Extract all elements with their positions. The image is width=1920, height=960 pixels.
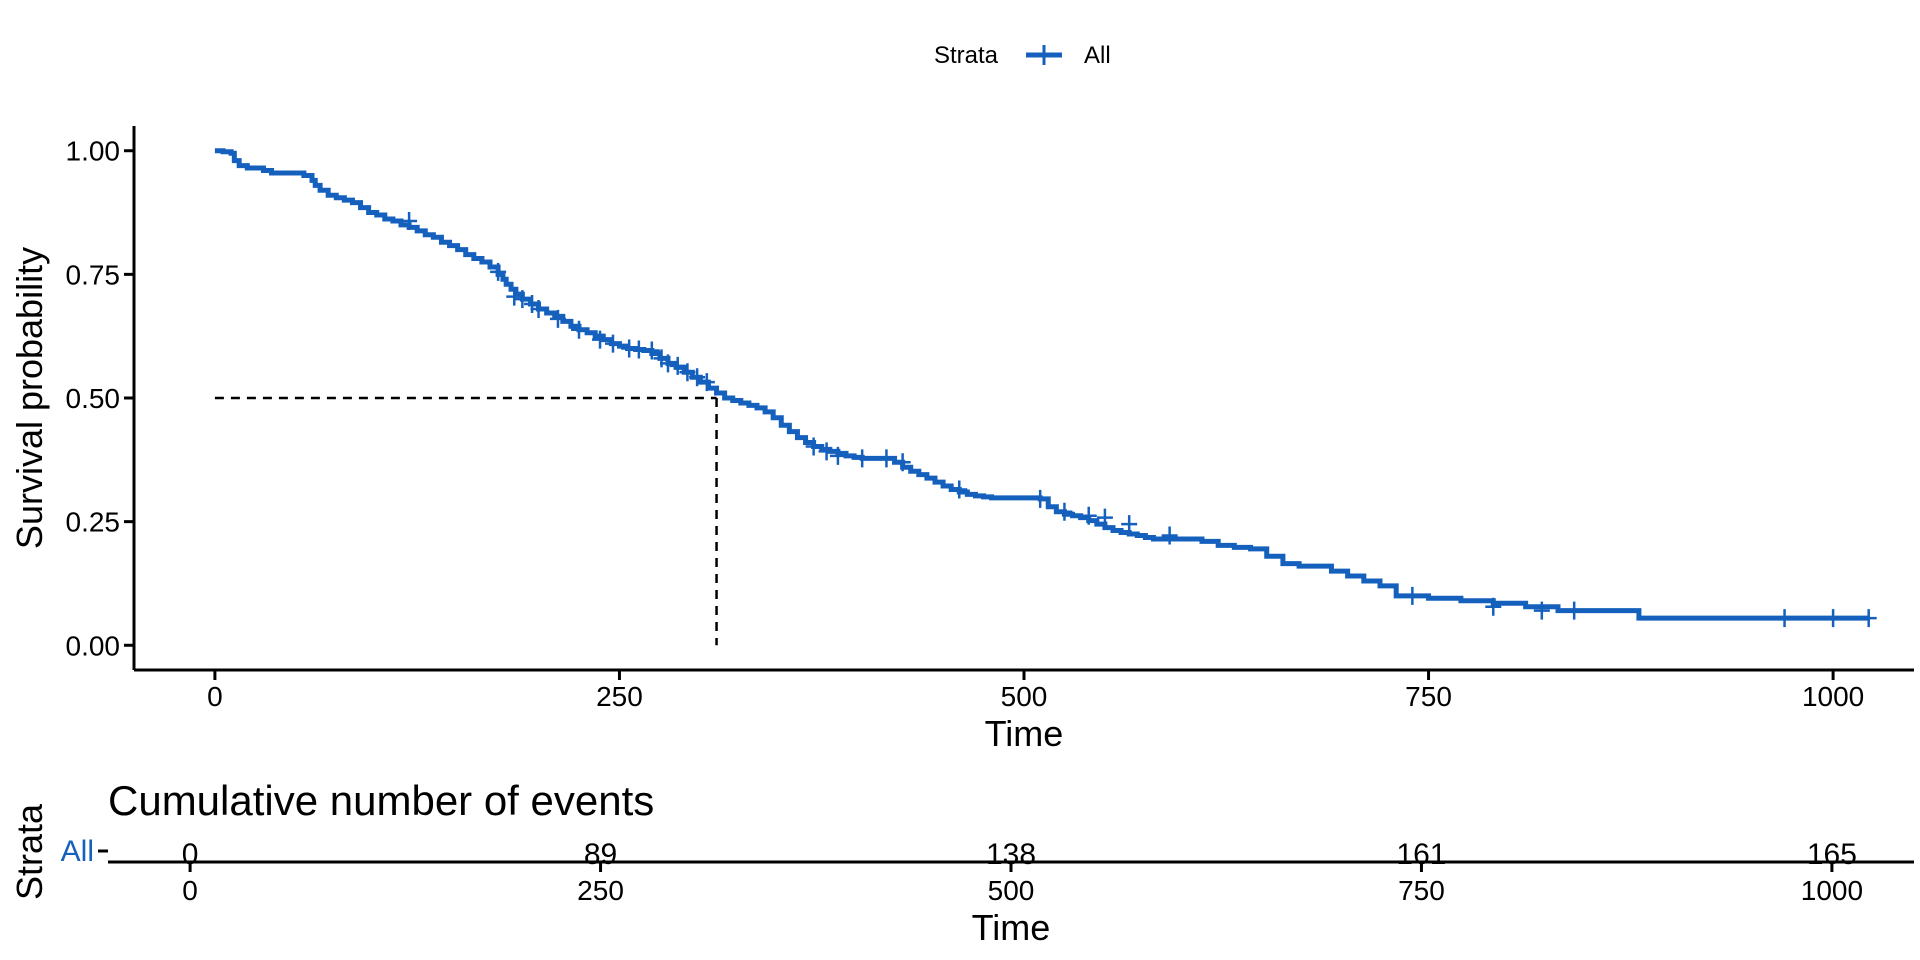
censor-mark — [604, 334, 621, 353]
censor-mark — [698, 373, 715, 392]
x-tick-label: 250 — [596, 681, 643, 712]
table-x-tick-label: 750 — [1398, 875, 1445, 906]
x-ticks: 0 250 500 750 1000 — [207, 670, 1864, 712]
censor-mark — [490, 262, 507, 281]
cumulative-events-table: Cumulative number of events Strata All 0… — [9, 777, 1914, 948]
y-tick-label: 0.50 — [66, 383, 121, 414]
censor-mark — [951, 480, 968, 499]
table-x-tick-label: 250 — [577, 875, 624, 906]
survival-curves — [214, 148, 1869, 621]
table-row-label-all: All — [61, 835, 94, 868]
table-x-tick-label: 0 — [182, 875, 198, 906]
median-survival-lines — [214, 396, 718, 646]
table-y-axis-title: Strata — [9, 803, 50, 900]
censor-mark — [643, 341, 660, 360]
censor-mark — [1404, 586, 1421, 605]
censor-mark — [679, 363, 696, 382]
censor-marks — [401, 211, 1877, 628]
censor-mark — [854, 449, 871, 468]
censor-mark — [829, 446, 846, 465]
censor-mark — [1533, 601, 1550, 620]
y-tick-label: 0.00 — [66, 630, 121, 661]
censor-mark — [592, 330, 609, 349]
censor-mark — [401, 211, 418, 230]
censor-mark — [530, 299, 547, 318]
y-tick-label: 0.25 — [66, 507, 121, 538]
censor-mark — [1161, 526, 1178, 545]
censor-mark — [669, 356, 686, 375]
censor-mark — [805, 437, 822, 456]
y-ticks: 0.00 0.25 0.50 0.75 1.00 — [66, 136, 134, 661]
censor-mark — [1080, 506, 1097, 525]
x-axis-title: Time — [985, 713, 1064, 754]
x-tick-label: 500 — [1001, 681, 1048, 712]
survival-plot: 0.00 0.25 0.50 0.75 1.00 0 250 500 750 1000 Time… — [9, 126, 1914, 754]
censor-mark — [818, 442, 835, 461]
censor-mark — [1032, 489, 1049, 508]
y-tick-label: 1.00 — [66, 136, 121, 167]
censor-mark — [689, 368, 706, 387]
legend: Strata All — [934, 42, 1111, 69]
survival-curve-all — [214, 148, 1869, 621]
censor-mark — [878, 449, 895, 468]
table-values: 0 89 138 161 165 — [182, 838, 1857, 871]
censor-mark — [506, 287, 523, 306]
censor-mark — [549, 309, 566, 328]
y-axis-title: Survival probability — [9, 247, 50, 549]
censor-mark — [514, 290, 531, 309]
table-x-tick-label: 500 — [988, 875, 1035, 906]
table-x-ticks: 0 250 500 750 1000 — [182, 862, 1863, 906]
censor-mark — [1566, 601, 1583, 620]
censor-mark — [571, 320, 587, 339]
x-tick-label: 750 — [1405, 681, 1452, 712]
censor-mark — [1776, 609, 1793, 628]
censor-mark — [1860, 609, 1877, 628]
x-tick-label: 1000 — [1802, 681, 1864, 712]
table-x-axis-title: Time — [972, 907, 1051, 948]
legend-title: Strata — [934, 42, 999, 69]
censor-mark — [1056, 502, 1073, 521]
table-title: Cumulative number of events — [108, 777, 654, 824]
y-tick-label: 0.75 — [66, 259, 121, 290]
legend-entry-all: All — [1084, 42, 1111, 69]
censor-mark — [1825, 609, 1842, 628]
censor-mark — [1096, 508, 1113, 527]
censor-mark — [894, 453, 911, 472]
table-x-tick-label: 1000 — [1801, 875, 1863, 906]
censor-mark — [1121, 515, 1138, 534]
censor-mark — [1485, 597, 1502, 616]
censor-mark — [660, 354, 676, 373]
x-tick-label: 0 — [207, 681, 223, 712]
